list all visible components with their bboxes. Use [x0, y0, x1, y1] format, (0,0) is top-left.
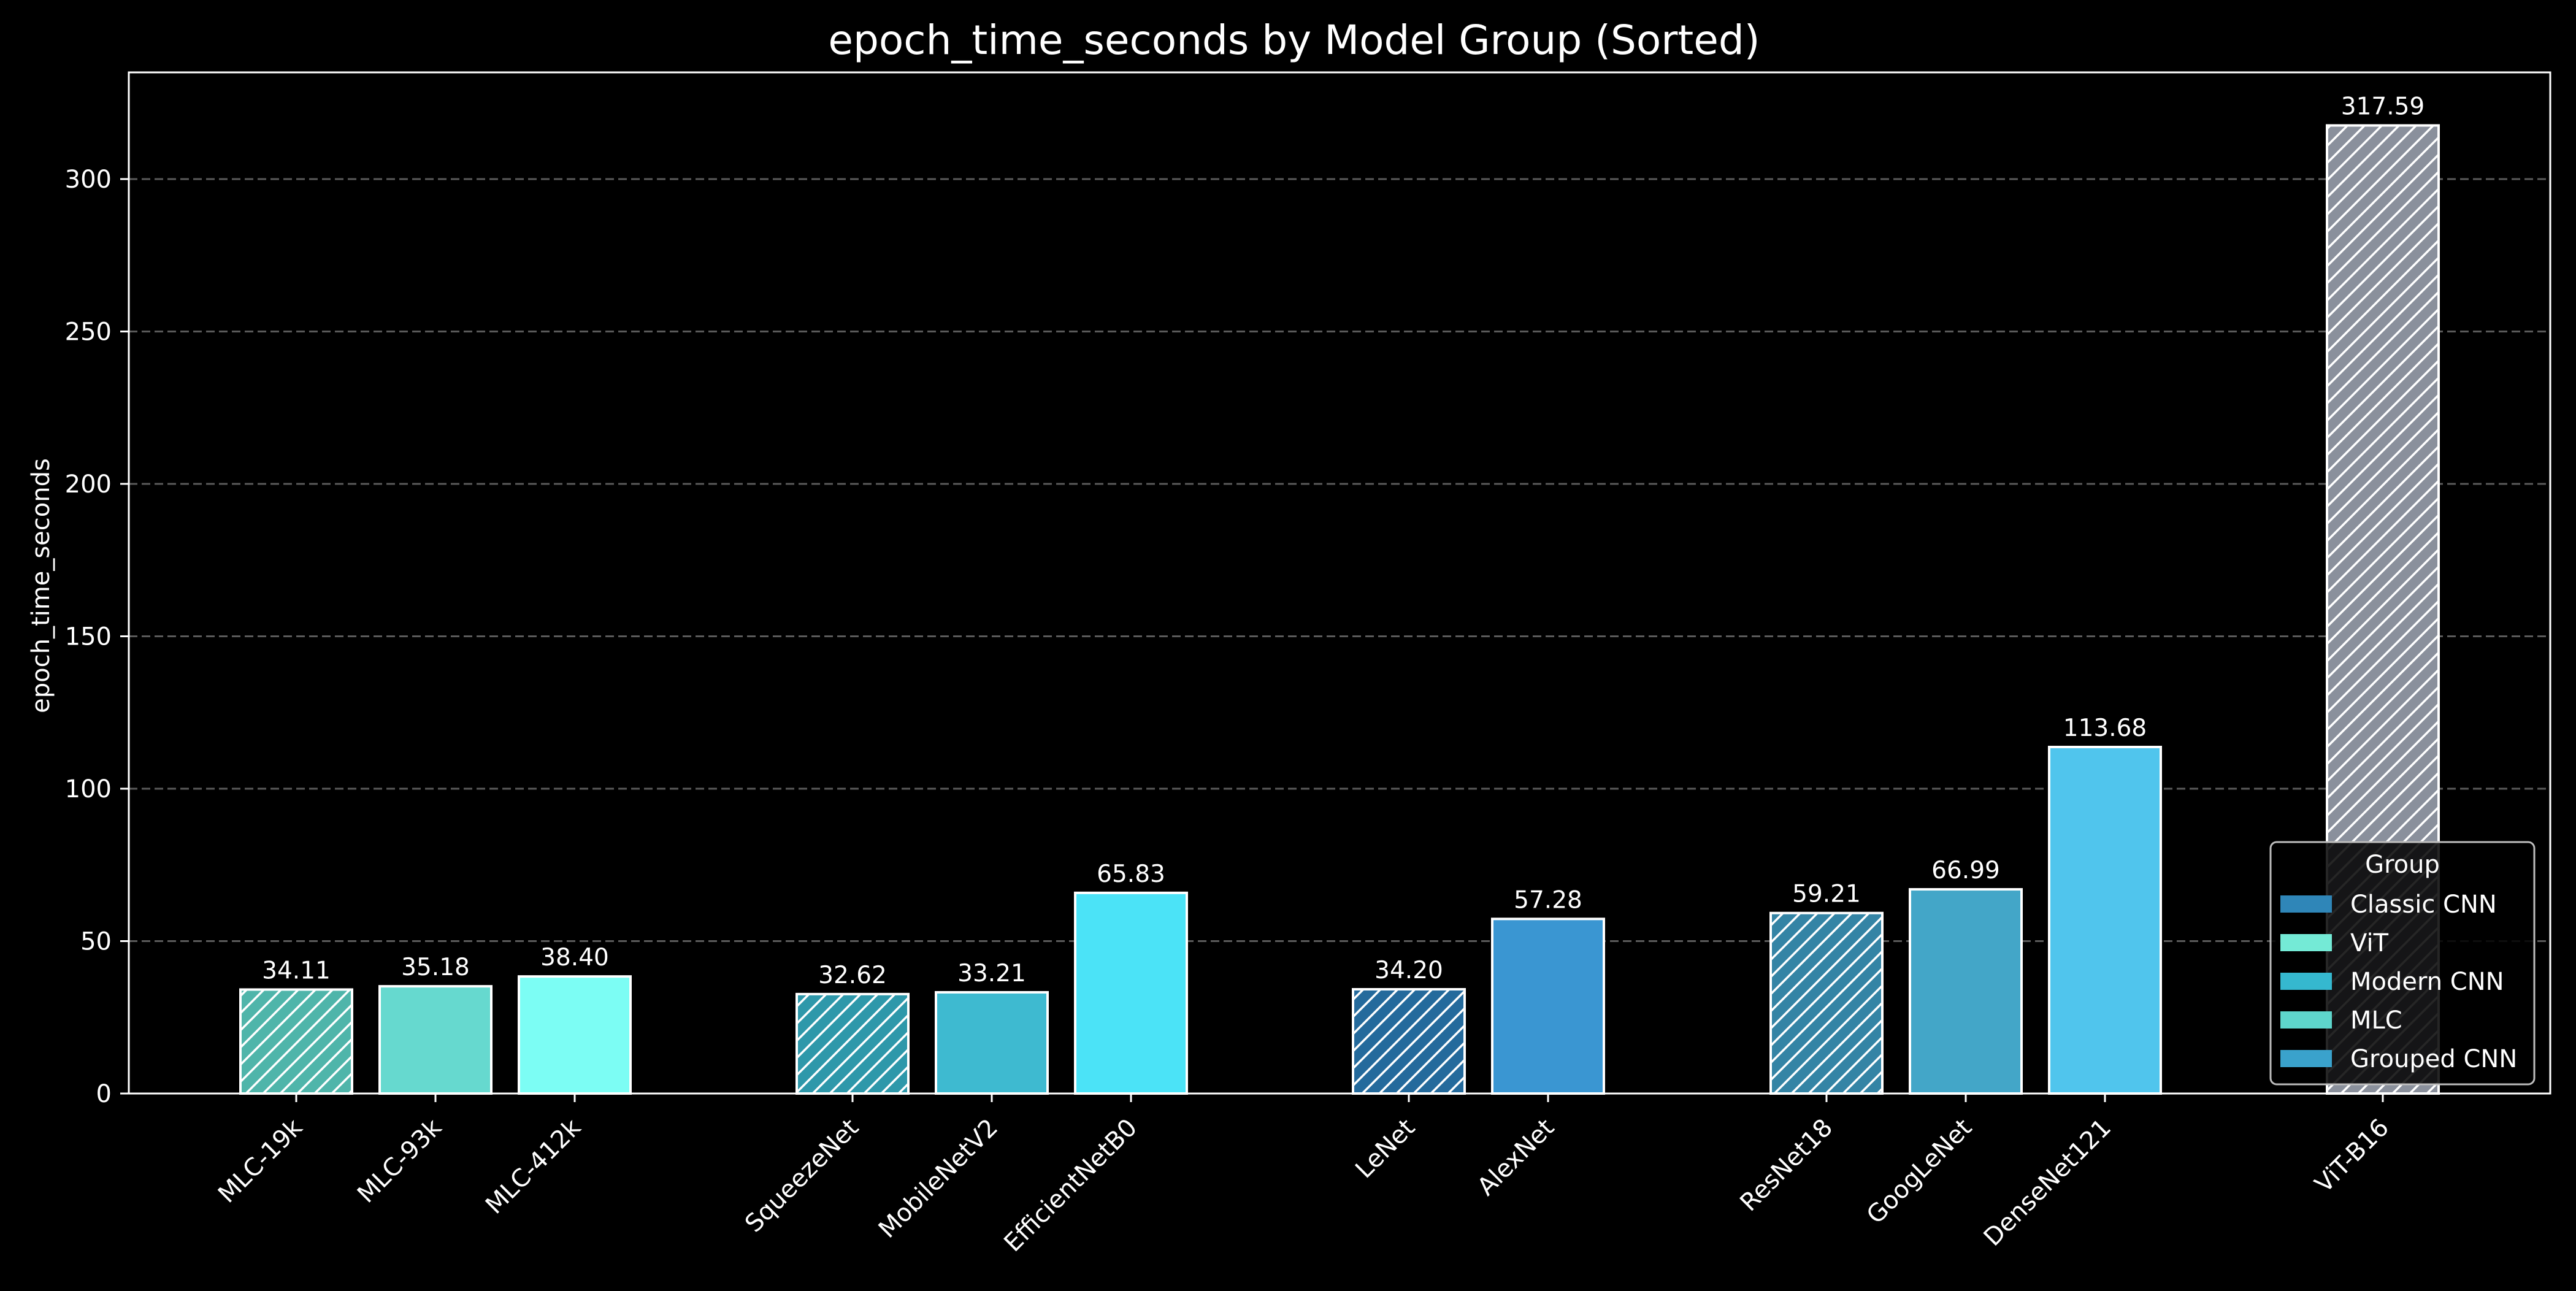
x-tick-label: GoogLeNet: [1861, 1114, 1977, 1230]
bar-value-label: 38.40: [540, 944, 609, 971]
x-tick-label: MLC-19k: [213, 1113, 309, 1209]
bar-value-label: 66.99: [1931, 857, 2000, 884]
x-tick-label: MobileNetV2: [873, 1114, 1003, 1244]
bar-value-label: 34.11: [262, 957, 331, 984]
bar: [1075, 892, 1187, 1094]
legend-label: ViT: [2350, 929, 2389, 957]
legend-label: Grouped CNN: [2350, 1045, 2517, 1073]
bar: [519, 976, 631, 1094]
legend-label: Modern CNN: [2350, 968, 2504, 996]
bar-value-label: 65.83: [1097, 860, 1165, 888]
y-tick-label: 100: [65, 775, 112, 803]
bar-value-label: 34.20: [1374, 957, 1443, 984]
bar-value-label: 57.28: [1514, 886, 1582, 914]
legend-swatch: [2280, 1011, 2332, 1029]
bar-value-label: 113.68: [2063, 714, 2147, 742]
y-tick-label: 200: [65, 470, 112, 499]
plot-frame: [128, 71, 2551, 1095]
x-tick-label: MLC-93k: [352, 1113, 448, 1209]
bar-value-label: 33.21: [957, 960, 1026, 987]
bar: [380, 986, 491, 1094]
x-tick-label: EfficientNetB0: [999, 1114, 1143, 1258]
legend: Group Classic CNN ViT Modern CNN MLC Grouped …: [2269, 841, 2536, 1086]
bar-value-label: 317.59: [2341, 93, 2425, 121]
bar-value-label: 32.62: [818, 962, 887, 989]
bar-hatch: [1771, 913, 1882, 1094]
bar: [936, 992, 1048, 1094]
bar-value-label: 35.18: [401, 954, 470, 981]
y-tick-label: 150: [65, 623, 112, 651]
legend-swatch: [2280, 1050, 2332, 1067]
y-tick-label: 300: [65, 166, 112, 194]
y-tick-label: 50: [80, 927, 112, 956]
bar-hatch: [797, 994, 908, 1094]
x-tick-label: LeNet: [1350, 1114, 1420, 1184]
legend-swatch: [2280, 934, 2332, 951]
bar: [2049, 746, 2161, 1094]
x-tick-label: AlexNet: [1472, 1114, 1560, 1201]
bar: [1910, 889, 2022, 1094]
legend-swatch: [2280, 895, 2332, 913]
legend-title: Group: [2365, 851, 2440, 879]
bar-hatch: [1353, 989, 1465, 1094]
x-tick-label: MLC-412k: [480, 1113, 587, 1220]
y-axis-title: epoch_time_seconds: [27, 458, 55, 713]
legend-label: MLC: [2350, 1006, 2402, 1035]
x-tick-label: DenseNet121: [1979, 1114, 2117, 1252]
bar-value-label: 59.21: [1792, 881, 1861, 908]
legend-label: Classic CNN: [2350, 891, 2497, 919]
y-tick-label: 0: [96, 1080, 112, 1108]
bar-hatch: [240, 989, 352, 1094]
x-tick-label: ViT-B16: [2310, 1114, 2394, 1198]
grid-lines: [129, 178, 2550, 942]
bar: [1492, 919, 1604, 1094]
y-tick-label: 250: [65, 318, 112, 346]
bars: 34.11 35.18 38.40 32.62 33.21 65.83 34.20 57.28…: [239, 93, 2440, 1095]
x-tick-label: SqueezeNet: [740, 1114, 864, 1238]
x-tick-label: ResNet18: [1735, 1114, 1838, 1217]
chart-title: epoch_time_seconds by Model Group (Sorte…: [828, 17, 1760, 64]
legend-box: [2269, 841, 2536, 1086]
legend-swatch: [2280, 973, 2332, 990]
